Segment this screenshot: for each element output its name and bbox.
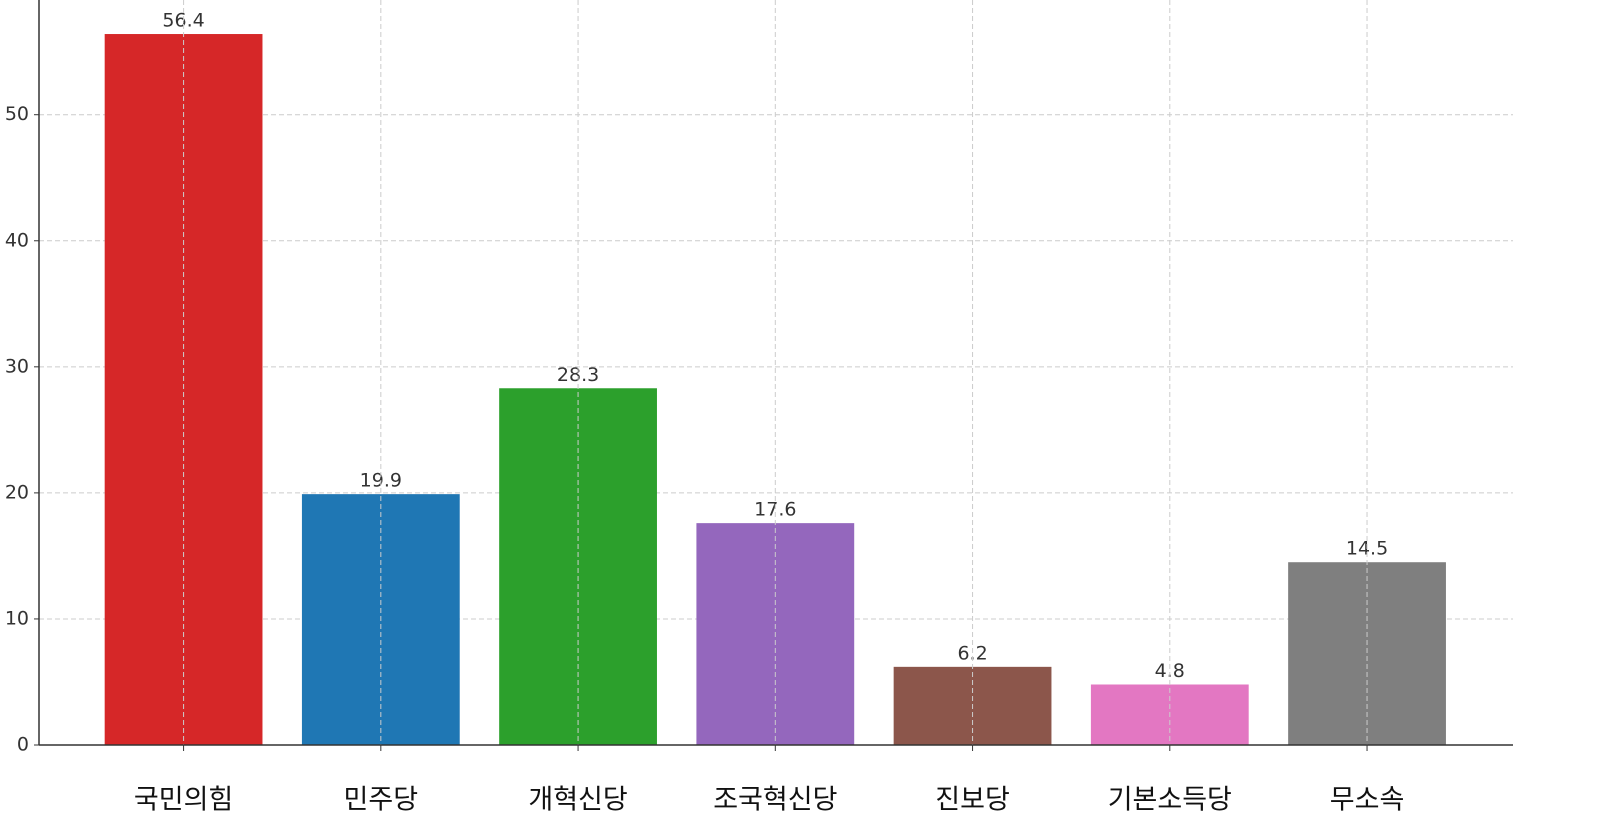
- y-tick-label: 20: [5, 481, 29, 503]
- y-tick-label: 0: [17, 734, 29, 756]
- bar: [499, 388, 657, 745]
- data-label: 4.8: [1155, 660, 1185, 682]
- y-tick-label: 10: [5, 607, 29, 629]
- data-label: 28.3: [557, 364, 599, 386]
- x-tick-label: 조국혁신당: [713, 785, 837, 816]
- x-tick-label: 개혁신당: [528, 785, 627, 816]
- x-tick-label: 국민의힘: [134, 785, 233, 816]
- x-tick-label: 무소속: [1330, 785, 1405, 816]
- data-label: 17.6: [754, 499, 796, 521]
- x-tick-label: 진보당: [935, 785, 1010, 816]
- y-tick-label: 50: [5, 103, 29, 125]
- data-label: 6.2: [957, 642, 987, 664]
- y-tick-label: 30: [5, 355, 29, 377]
- x-tick-label: 기본소득당: [1108, 785, 1232, 816]
- y-tick-label: 40: [5, 229, 29, 251]
- bar: [1288, 562, 1446, 745]
- x-tick-label: 민주당: [344, 785, 419, 816]
